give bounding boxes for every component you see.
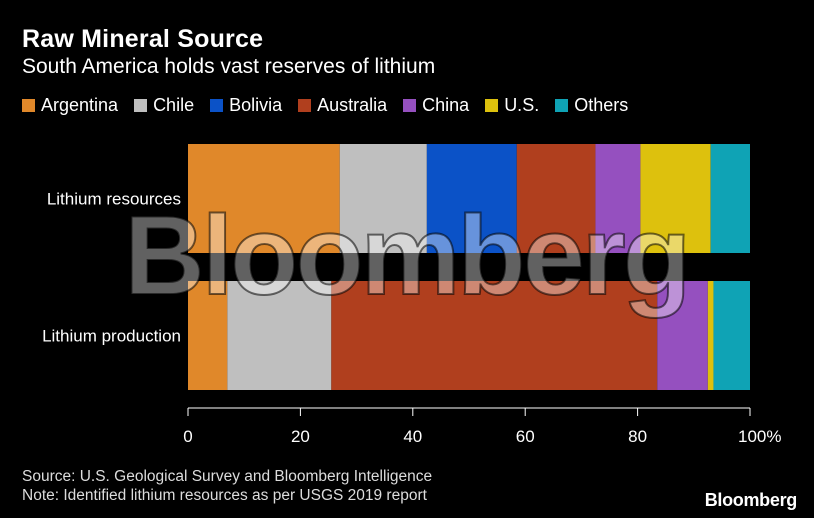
x-axis: 0 20 40 60 80 100% — [183, 407, 781, 446]
x-tick-label: 40 — [403, 427, 422, 446]
bar-segment-others-production — [713, 281, 750, 390]
legend-item-others: Others — [555, 95, 628, 116]
bar-segment-bolivia-resources — [426, 144, 517, 253]
bar-segment-others-resources — [710, 144, 750, 253]
legend-label: Bolivia — [229, 94, 283, 115]
legend-swatch — [298, 98, 312, 112]
legend-label: U.S. — [504, 94, 540, 115]
x-tick-label: 60 — [516, 427, 535, 446]
category-label: Lithium resources — [47, 190, 181, 209]
legend-item-bolivia: Bolivia — [210, 95, 282, 116]
legend-swatch — [134, 98, 148, 112]
legend-label: Argentina — [41, 94, 119, 115]
bar-segment-chile-production — [227, 281, 332, 390]
legend-swatch — [210, 98, 224, 112]
legend-label: Chile — [153, 94, 195, 115]
legend-item-chile: Chile — [134, 95, 194, 116]
legend-swatch — [555, 98, 569, 112]
bar-segment-argentina-production — [188, 281, 228, 390]
category-label: Lithium production — [42, 327, 181, 346]
watermark: Bloomberg — [124, 193, 688, 318]
category-labels: Lithium resources Lithium production — [42, 190, 181, 346]
bar-segment-china-production — [657, 281, 708, 390]
bar-segment-china-resources — [595, 144, 641, 253]
legend-label: Australia — [317, 94, 388, 115]
chart-title: Raw Mineral Source — [22, 25, 264, 53]
legend-item-china: China — [403, 95, 469, 116]
bar-segment-argentina-resources — [188, 144, 340, 253]
legend-label: Others — [574, 94, 629, 115]
x-tick-label: 80 — [628, 427, 647, 446]
footnote: Note: Identified lithium resources as pe… — [22, 487, 427, 504]
legend-item-u-s: U.S. — [485, 95, 539, 116]
legend: Argentina Chile Bolivia Australia China U.S. O… — [22, 93, 644, 117]
legend-item-australia: Australia — [298, 95, 387, 116]
x-tick-label: 0 — [183, 427, 192, 446]
x-tick-label: 20 — [291, 427, 310, 446]
legend-swatch — [403, 98, 417, 112]
bar-segment-u-s-production — [707, 281, 714, 390]
source-note: Source: U.S. Geological Survey and Bloom… — [22, 468, 433, 485]
legend-item-argentina: Argentina — [22, 95, 118, 116]
legend-label: China — [422, 94, 470, 115]
chart-subtitle: South America holds vast reserves of lit… — [22, 55, 436, 78]
bar-segment-u-s-resources — [640, 144, 711, 253]
bar-segment-australia-resources — [516, 144, 596, 253]
legend-swatch — [22, 98, 35, 112]
x-tick-label: 100% — [738, 427, 781, 446]
bar-segment-chile-resources — [339, 144, 427, 253]
bars-layer — [188, 144, 750, 390]
bloomberg-logo: Bloomberg — [704, 490, 798, 510]
bar-segment-australia-production — [331, 281, 658, 390]
legend-swatch — [485, 98, 499, 112]
